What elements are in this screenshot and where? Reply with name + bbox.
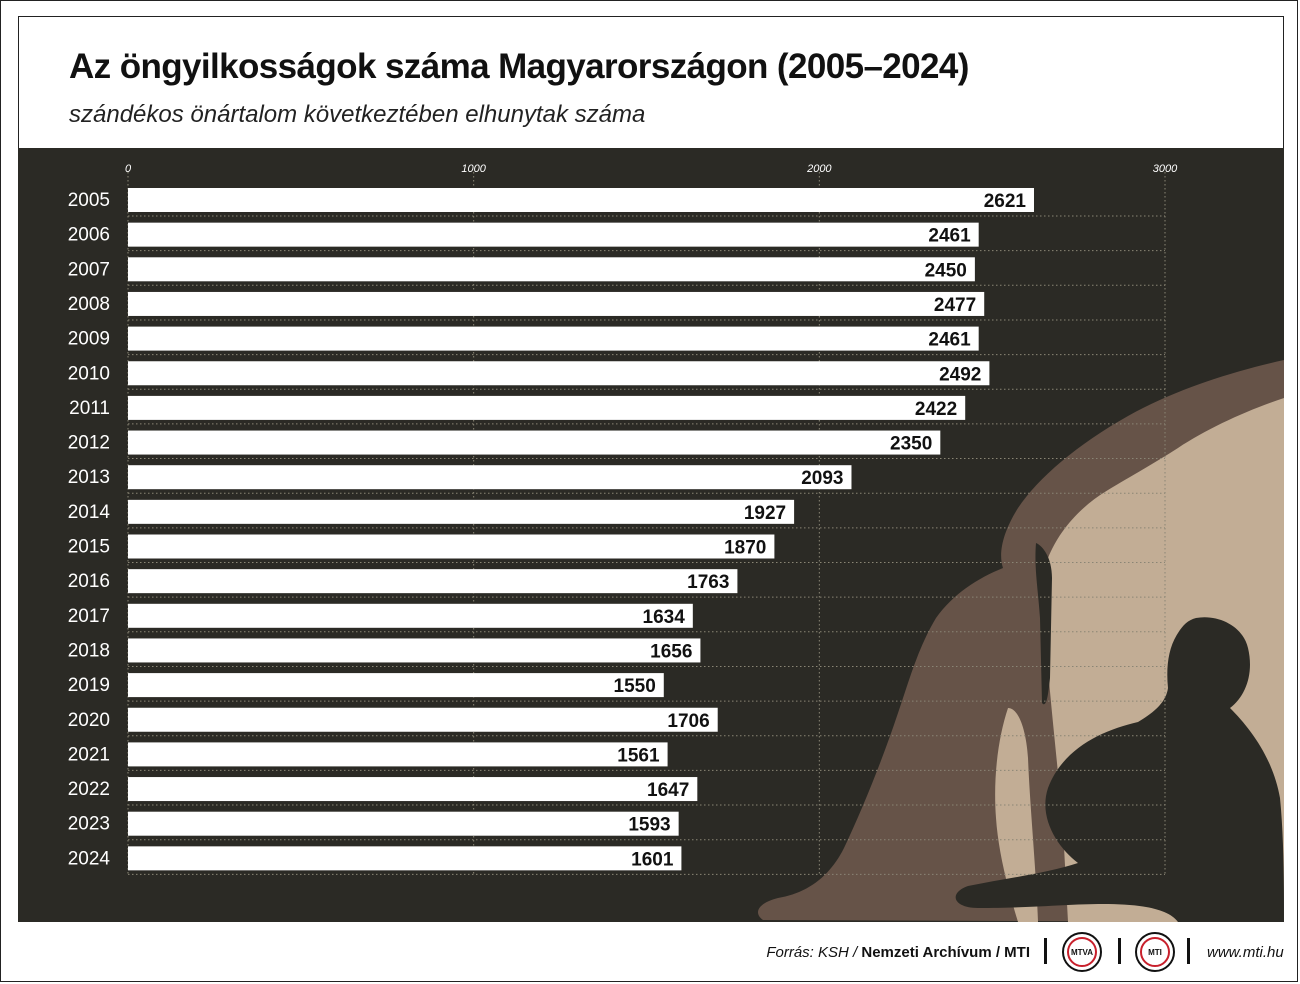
bar <box>128 742 668 767</box>
page-title: Az öngyilkosságok száma Magyarországon (… <box>69 47 969 86</box>
footer: Forrás: KSH / Nemzeti Archívum / MTI MTV… <box>0 930 1300 980</box>
bar <box>128 707 718 732</box>
bar <box>128 291 985 316</box>
tick-layer: 0 1000 2000 3000 2005 2006 2007 2008 2009 2010 201… <box>68 163 1178 869</box>
bar-chart: 0 1000 2000 3000 2005 2006 2007 2008 2009 2010 201… <box>68 163 1284 922</box>
bar <box>128 534 775 559</box>
category-label: 2007 <box>68 259 110 280</box>
source-label: Forrás: KSH / <box>766 944 858 961</box>
header: Az öngyilkosságok száma Magyarországon (… <box>18 16 1284 148</box>
bar <box>128 257 975 282</box>
bar <box>128 499 795 524</box>
category-label: 2010 <box>68 363 110 384</box>
person-silhouette <box>955 617 1284 922</box>
value-label: 1656 <box>650 641 692 662</box>
bar <box>128 222 979 247</box>
bar <box>128 811 679 836</box>
bar <box>128 673 664 698</box>
bar <box>128 326 979 351</box>
category-label: 2009 <box>68 329 110 350</box>
category-label: 2020 <box>68 710 110 731</box>
category-label: 2023 <box>68 814 110 835</box>
category-label: 2006 <box>68 225 110 246</box>
category-label: 2017 <box>68 606 110 627</box>
category-label: 2024 <box>68 848 111 869</box>
bar <box>128 361 990 386</box>
source-org: Nemzeti Archívum / MTI <box>861 944 1030 961</box>
source-credit: Forrás: KSH / Nemzeti Archívum / MTI <box>766 944 1030 961</box>
value-label: 2461 <box>928 330 971 351</box>
category-label: 2013 <box>68 467 110 488</box>
bar <box>128 638 701 663</box>
value-label: 2477 <box>934 295 976 316</box>
value-label: 2422 <box>915 399 957 420</box>
category-label: 2008 <box>68 294 110 315</box>
category-label: 2015 <box>68 537 110 558</box>
chart-panel: 0 1000 2000 3000 2005 2006 2007 2008 2009 2010 201… <box>18 148 1284 922</box>
value-label: 2621 <box>984 191 1027 212</box>
mtva-logo-icon: MTVA <box>1062 932 1102 972</box>
x-tick-label: 2000 <box>806 163 832 175</box>
category-label: 2011 <box>69 398 110 419</box>
value-label: 2461 <box>928 226 971 247</box>
category-label: 2019 <box>68 675 110 696</box>
x-tick-label: 3000 <box>1153 163 1178 175</box>
category-label: 2014 <box>68 502 111 523</box>
category-label: 2012 <box>68 433 110 454</box>
value-label: 1870 <box>724 538 766 559</box>
background-silhouette <box>758 360 1284 922</box>
category-label: 2022 <box>68 779 110 800</box>
value-label: 1561 <box>617 745 660 766</box>
category-label: 2018 <box>68 640 110 661</box>
mtva-logo-text: MTVA <box>1070 947 1094 957</box>
value-label: 2450 <box>925 260 967 281</box>
cave-stalactite <box>1035 543 1052 705</box>
mti-logo-text: MTI <box>1148 947 1162 957</box>
value-label: 1706 <box>667 711 709 732</box>
separator <box>1118 938 1121 964</box>
value-label: 1550 <box>614 676 656 697</box>
bar <box>128 569 738 594</box>
value-label: 1593 <box>628 815 670 836</box>
rock-light-2 <box>995 708 1038 922</box>
value-label: 1763 <box>687 572 729 593</box>
page-subtitle: szándékos önártalom következtében elhuny… <box>69 101 646 128</box>
category-label: 2021 <box>68 744 110 765</box>
category-label: 2005 <box>68 190 110 211</box>
bar <box>128 846 682 871</box>
value-label: 2492 <box>939 364 981 385</box>
grid-layer <box>127 172 1166 875</box>
value-label: 1634 <box>643 607 686 628</box>
value-label: 2093 <box>801 468 843 489</box>
x-tick-label: 0 <box>125 163 132 175</box>
separator <box>1187 938 1190 964</box>
category-label: 2016 <box>68 571 110 592</box>
value-label: 1927 <box>744 503 786 524</box>
value-label: 2350 <box>890 434 932 455</box>
website-url: www.mti.hu <box>1207 944 1284 961</box>
bar <box>128 465 852 490</box>
x-tick-label: 1000 <box>461 163 486 175</box>
separator <box>1044 938 1047 964</box>
bar-layer: 2621 2461 2450 2477 2461 2492 2422 2350 2093 1927… <box>128 188 1034 871</box>
mti-logo-icon: MTI <box>1135 932 1175 972</box>
bar <box>128 603 693 628</box>
value-label: 1647 <box>647 780 689 801</box>
bar <box>128 777 698 802</box>
bar <box>128 395 966 420</box>
bar <box>128 188 1034 212</box>
bar <box>128 430 941 455</box>
value-label: 1601 <box>631 849 674 870</box>
